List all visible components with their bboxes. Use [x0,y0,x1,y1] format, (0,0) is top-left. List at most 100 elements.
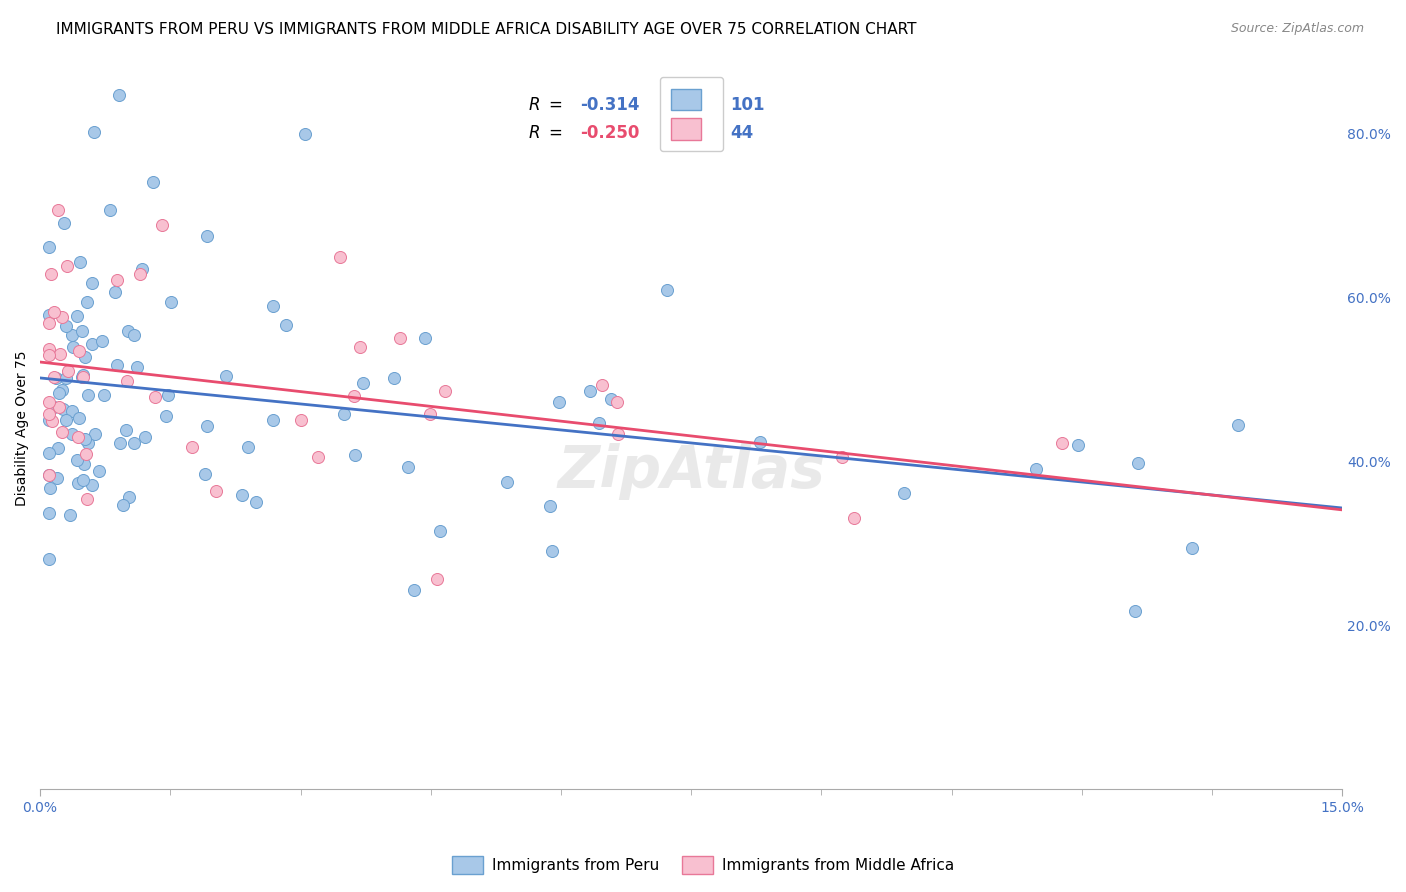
Point [842,511,865,525]
Point [55,319,77,334]
Point [45,371,67,385]
Point [157,387,180,401]
Point [205,484,228,499]
Point [429,524,451,539]
Point [70,369,93,384]
Point [142,175,165,189]
Point [117,324,139,338]
Point [349,340,371,354]
Point [38,395,60,409]
Point [60,427,83,442]
Point [274,318,297,333]
Point [155,409,177,424]
Point [108,436,131,450]
Point [180,440,202,454]
Point [396,460,419,475]
Text: -0.314: -0.314 [581,95,640,113]
Point [143,390,166,404]
Point [38,506,60,520]
Point [118,490,141,504]
Point [48,347,70,361]
Point [1126,456,1149,470]
Point [91,334,114,348]
Point [62,339,84,353]
Text: Source: ZipAtlas.com: Source: ZipAtlas.com [1230,22,1364,36]
Point [38,413,60,427]
Point [83,125,105,139]
Point [80,477,103,491]
Legend: Immigrants from Peru, Immigrants from Middle Africa: Immigrants from Peru, Immigrants from Mi… [446,850,960,880]
Point [89,464,111,478]
Point [76,294,98,309]
Point [588,416,610,430]
Point [69,255,91,269]
Point [290,413,312,427]
Point [245,495,267,509]
Point [73,457,96,471]
Point [51,401,73,416]
Point [607,427,630,442]
Point [77,388,100,402]
Text: -0.250: -0.250 [581,124,640,143]
Point [38,240,60,254]
Point [80,337,103,351]
Point [72,368,94,383]
Point [75,432,97,446]
Point [38,408,60,422]
Point [606,395,628,409]
Text: ZipAtlas: ZipAtlas [557,443,825,500]
Point [41,414,63,428]
Point [75,447,97,461]
Point [307,450,329,464]
Point [122,327,145,342]
Point [52,216,75,230]
Point [231,488,253,502]
Point [51,383,73,397]
Point [62,327,84,342]
Text: 101: 101 [730,95,765,113]
Point [38,343,60,357]
Point [413,331,436,345]
Point [1067,438,1090,452]
Point [893,485,915,500]
Point [262,299,284,313]
Y-axis label: Disability Age Over 75: Disability Age Over 75 [15,351,30,507]
Point [215,368,238,383]
Point [426,572,449,586]
Point [45,471,67,485]
Point [70,324,93,338]
Point [111,498,134,512]
Point [382,371,405,385]
Point [80,277,103,291]
Point [60,404,83,418]
Text: $N\ =\ $: $N\ =\ $ [678,124,713,143]
Point [294,127,316,141]
Point [73,350,96,364]
Point [433,384,456,399]
Point [38,467,60,482]
Point [48,386,70,401]
Text: 44: 44 [730,124,754,143]
Point [329,250,352,264]
Point [419,408,441,422]
Point [134,430,156,444]
Point [495,475,517,490]
Point [77,436,100,450]
Point [1123,604,1146,618]
Point [540,544,562,558]
Point [333,407,356,421]
Point [46,441,69,455]
Point [48,400,70,414]
Point [538,499,561,513]
Point [105,273,128,287]
Point [150,219,173,233]
Point [655,283,678,297]
Point [76,492,98,507]
Point [38,552,60,566]
Text: $N\ =\ $: $N\ =\ $ [678,95,713,113]
Point [343,449,366,463]
Point [38,345,60,359]
Point [548,395,571,409]
Point [591,378,613,392]
Text: $R\ =\ $: $R\ =\ $ [529,95,562,113]
